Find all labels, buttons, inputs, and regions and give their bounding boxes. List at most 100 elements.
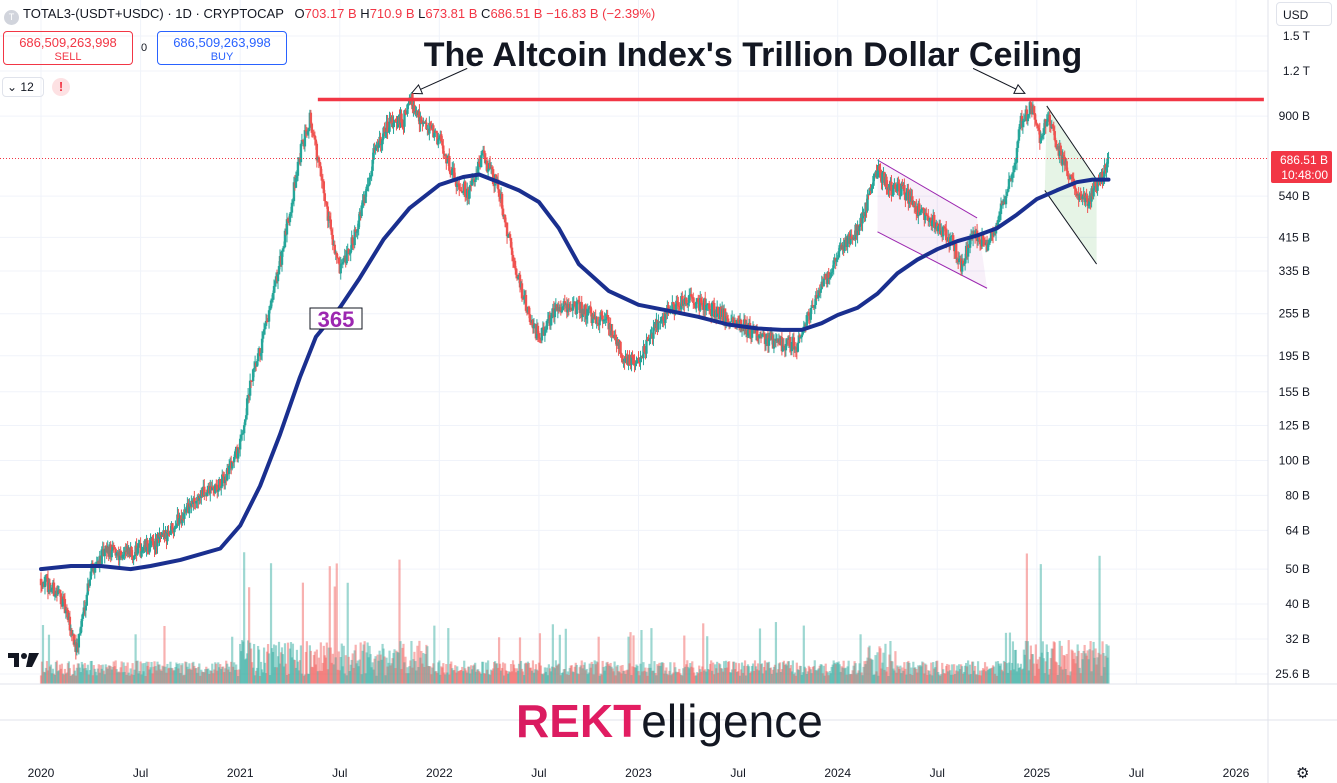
volume-bar: [310, 666, 313, 684]
volume-bar: [739, 669, 743, 684]
candle-body: [248, 380, 252, 396]
candle-body: [1107, 157, 1110, 159]
volume-bar: [227, 669, 230, 684]
candle-body: [981, 235, 985, 240]
candle-body: [360, 205, 363, 217]
volume-bar: [250, 648, 253, 684]
volume-bar: [70, 674, 73, 684]
candle-body: [429, 122, 432, 127]
volume-bar: [1102, 652, 1105, 684]
volume-bar: [911, 675, 914, 684]
candle-body: [261, 334, 265, 339]
gear-icon[interactable]: ⚙: [1296, 765, 1310, 782]
volume-bar: [300, 673, 304, 684]
volume-bar: [1088, 649, 1091, 684]
candle-body: [175, 526, 178, 528]
volume-bar: [848, 674, 851, 684]
candle-body: [395, 121, 398, 123]
volume-bar: [175, 662, 178, 684]
candle-body: [365, 186, 368, 191]
candle-body: [339, 264, 342, 274]
volume-bar: [744, 675, 748, 684]
candle-body: [295, 175, 299, 179]
tradingview-logo-icon[interactable]: [8, 653, 39, 667]
volume-bar: [596, 662, 599, 684]
volume-bar: [269, 563, 273, 684]
volume-bar: [991, 665, 995, 684]
volume-bar: [595, 661, 598, 684]
candle-body: [573, 301, 576, 307]
candle-body: [934, 227, 937, 229]
candle-body: [456, 183, 459, 187]
volume-bar: [892, 668, 895, 684]
symbol-icon[interactable]: T: [4, 10, 19, 25]
candle-body: [470, 185, 473, 187]
candle-body: [673, 304, 676, 315]
volume-bar: [260, 669, 264, 684]
candle-body: [524, 294, 528, 311]
candle-body: [183, 509, 186, 519]
buy-button[interactable]: 686,509,263,998 BUY: [157, 31, 287, 65]
volume-bar: [373, 658, 376, 684]
volume-bar: [387, 662, 390, 684]
candle-body: [1065, 161, 1068, 171]
volume-bar: [279, 652, 283, 684]
volume-bar: [666, 673, 669, 684]
volume-bar: [290, 657, 294, 684]
volume-bar: [823, 675, 826, 684]
volume-bar: [189, 668, 192, 684]
warning-icon[interactable]: !: [52, 78, 70, 96]
candle-body: [95, 561, 98, 565]
volume-bar: [294, 667, 298, 684]
candle-body: [632, 357, 635, 361]
candle-body: [457, 183, 460, 185]
volume-bar: [629, 632, 632, 684]
volume-bar: [1007, 662, 1011, 684]
volume-bar: [1069, 671, 1072, 684]
volume-bar: [635, 664, 638, 684]
candle-body: [919, 211, 922, 215]
candle-body: [367, 184, 370, 186]
volume-bar: [270, 648, 274, 684]
volume-bar: [56, 671, 60, 684]
volume-bar: [122, 662, 125, 684]
volume-bar: [198, 663, 201, 684]
volume-bar: [274, 645, 278, 684]
volume-bar: [443, 672, 446, 684]
indicators-toggle[interactable]: ⌄ 12: [2, 77, 44, 97]
y-tick-label: 100 B: [1279, 453, 1310, 467]
candle-body: [482, 150, 486, 154]
volume-bar: [282, 666, 286, 684]
volume-bar: [76, 663, 79, 684]
volume-bar: [571, 671, 574, 684]
volume-bar: [658, 662, 661, 684]
volume-bar: [161, 665, 164, 684]
volume-bar: [646, 675, 649, 684]
volume-bar: [562, 669, 565, 684]
volume-bar: [688, 668, 691, 684]
volume-bar: [241, 640, 244, 684]
sell-button[interactable]: 686,509,263,998 SELL: [3, 31, 133, 65]
volume-bar: [343, 673, 346, 684]
volume-bar: [709, 663, 712, 684]
volume-bar: [341, 666, 344, 684]
volume-bar: [404, 656, 407, 684]
candle-body: [400, 113, 403, 123]
candle-body: [724, 316, 728, 324]
currency-select[interactable]: USD: [1276, 2, 1332, 26]
volume-bar: [528, 667, 532, 684]
volume-bar: [834, 664, 837, 684]
candle-body: [878, 165, 881, 171]
volume-bar: [486, 669, 489, 684]
symbol-name[interactable]: TOTAL3-(USDT+USDC) · 1D · CRYPTOCAP: [23, 6, 284, 21]
volume-bar: [256, 645, 260, 684]
volume-bar: [502, 675, 506, 684]
candle-body: [1105, 167, 1108, 171]
volume-bar: [69, 675, 72, 684]
candle-body: [315, 143, 319, 161]
volume-bar: [690, 666, 693, 684]
arrow-head: [1013, 83, 1026, 94]
volume-bar: [181, 663, 184, 684]
candle-body: [532, 324, 536, 329]
